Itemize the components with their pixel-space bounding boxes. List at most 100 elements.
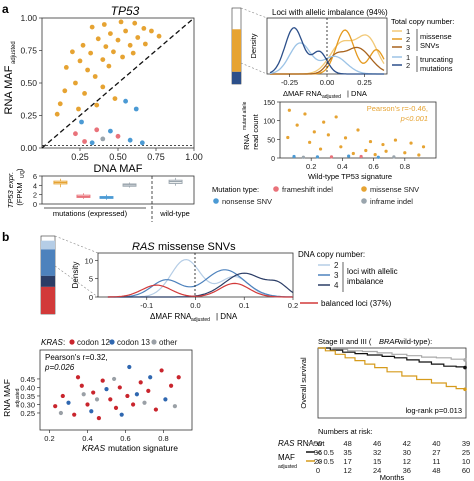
- survival-risk-value: 12: [403, 457, 411, 466]
- kras-point: [119, 412, 124, 417]
- survival-risk-value: 15: [373, 457, 381, 466]
- survival-censor-mark: [463, 365, 467, 370]
- survival-risk-value: 39: [462, 439, 470, 448]
- tp53-scatter-point: [120, 54, 125, 60]
- kras-point: [172, 404, 177, 409]
- kras-ytick-label: 0.30: [20, 400, 35, 409]
- tp53-scatter-point: [100, 57, 106, 62]
- tp53-signature-ytick-label: 150: [263, 100, 275, 107]
- kras-point: [176, 375, 181, 380]
- survival-risk-value: 20: [314, 457, 322, 466]
- kras-legend-swatch: [151, 339, 157, 345]
- ras-density-zoom-line-top: [54, 235, 99, 254]
- tp53-expr-ytick-label: 2: [33, 191, 37, 200]
- survival-xlabel: Months: [380, 473, 405, 481]
- survival-risk-value: 48: [343, 439, 351, 448]
- survival-title-end: wild-type):: [397, 337, 432, 346]
- ras-density-xtick-label: 0.1: [239, 301, 249, 310]
- tp53-scatter-point: [94, 127, 100, 133]
- tp53-scatter-point: [57, 101, 63, 107]
- tp53-density-panel: Loci with allelic imbalance (94%) -0.25 0…: [231, 7, 454, 100]
- kras-ytick-label: 0.35: [20, 392, 35, 401]
- tp53-density-title: Loci with allelic imbalance (94%): [272, 8, 388, 17]
- tp53-density-xlabel: ΔMAF RNA: [283, 89, 322, 98]
- ras-density-balanced-label: balanced loci (37%): [321, 299, 392, 308]
- tp53-scatter-point: [130, 50, 136, 56]
- tp53-signature-point: [303, 112, 307, 116]
- tp53-signature-point: [287, 108, 291, 112]
- ras-density-panel: RAS missense SNVs -0.1 0.0 0.1 0.2 0 5 10 ΔMA…: [40, 235, 398, 323]
- kras-point: [81, 392, 86, 397]
- survival-risk-row-label: wt: [316, 439, 325, 448]
- survival-curve: [318, 347, 467, 368]
- tp53-scatter-panel: TP53 0.25 0.50 0.75 1.00 0.00 0.25 0.50 0.75 1.…: [3, 4, 203, 175]
- kras-ytick-label: 0.45: [20, 375, 35, 384]
- mutation-legend-swatch: [361, 198, 367, 204]
- tp53-scatter-point: [135, 35, 141, 40]
- tp53-expr-ytick-label: 6: [33, 172, 37, 181]
- survival-censor-mark: [463, 387, 467, 392]
- tp53-scatter-point: [89, 140, 95, 146]
- survival-risk-title: Numbers at risk:: [318, 427, 373, 436]
- tp53-scatter-ytick-label: 1.00: [20, 13, 37, 23]
- tp53-scatter-point: [142, 41, 148, 47]
- tp53-signature-frame: [279, 101, 437, 159]
- ras-density-legend-label: 4: [334, 281, 339, 290]
- tp53-scatter-point: [62, 88, 68, 94]
- survival-risk-gene: RAS: [278, 439, 295, 448]
- tp53-scatter-point: [123, 98, 128, 104]
- tp53-scatter-point: [133, 106, 139, 112]
- kras-xlabel: mutation signature: [108, 443, 178, 453]
- tp53-signature-point: [409, 141, 413, 145]
- ras-density-frame: [97, 252, 294, 298]
- tp53-signature-point: [356, 128, 360, 132]
- tp53-scatter-point: [156, 33, 162, 39]
- tp53-scatter-point: [118, 19, 124, 25]
- tp53-density-legend-label: 1: [406, 27, 410, 36]
- mutation-legend-swatch: [213, 198, 219, 204]
- tp53-scatter-point: [80, 42, 86, 48]
- kras-scatter-frame: [39, 349, 193, 431]
- tp53-scatter-point: [108, 128, 113, 134]
- ras-density-imbalance-2: imbalance: [347, 277, 384, 286]
- survival-risk-value: 30: [403, 448, 411, 457]
- tp53-signature-ytick-label: 0: [271, 156, 275, 163]
- tp53-signature-ytick-label: 100: [263, 119, 275, 126]
- tp53-expr-group-mut: mutations (expressed): [53, 209, 128, 218]
- kras-xtick-label: 0.2: [44, 434, 54, 443]
- tp53-scatter-point: [100, 136, 106, 142]
- tp53-signature-ylabel-sup: mutant allele: [242, 101, 248, 130]
- tp53-scatter-point: [106, 63, 112, 69]
- tp53-scatter-point: [101, 22, 107, 27]
- tp53-scatter-xtick-label: 0.75: [147, 152, 165, 162]
- tp53-scatter-ytick-label: 0.75: [20, 46, 37, 56]
- tp53-scatter-point: [89, 24, 95, 30]
- tp53-signature-xlabel: Wild-type TP53 signature: [308, 172, 392, 181]
- kras-point: [75, 375, 81, 380]
- survival-risk-value: 17: [343, 457, 351, 466]
- tp53-signature-point: [376, 155, 380, 159]
- kras-point: [60, 393, 65, 399]
- tp53-density-stack-missense: [232, 29, 241, 72]
- tp53-scatter-point: [63, 65, 69, 70]
- kras-point: [125, 393, 130, 399]
- survival-xtick-label: 36: [403, 466, 411, 475]
- tp53-scatter-point: [100, 84, 106, 90]
- kras-legend-colon: :: [63, 338, 65, 347]
- tp53-density-curve: [269, 26, 384, 75]
- kras-annotation-1: Pearson's r=0.32,: [45, 353, 108, 362]
- kras-point: [100, 378, 105, 383]
- kras-legend-title: KRAS: [41, 338, 63, 347]
- tp53-signature-point: [301, 155, 305, 159]
- tp53-scatter-point: [103, 44, 109, 49]
- tp53-scatter-point: [79, 119, 84, 125]
- tp53-scatter-point: [139, 140, 145, 146]
- survival-curve: [318, 347, 467, 390]
- tp53-scatter-point: [141, 26, 147, 31]
- tp53-scatter-point: [73, 80, 78, 86]
- tp53-expr-frame: [41, 175, 195, 205]
- survival-risk-value: 35: [343, 448, 351, 457]
- tp53-signature-point: [315, 155, 320, 159]
